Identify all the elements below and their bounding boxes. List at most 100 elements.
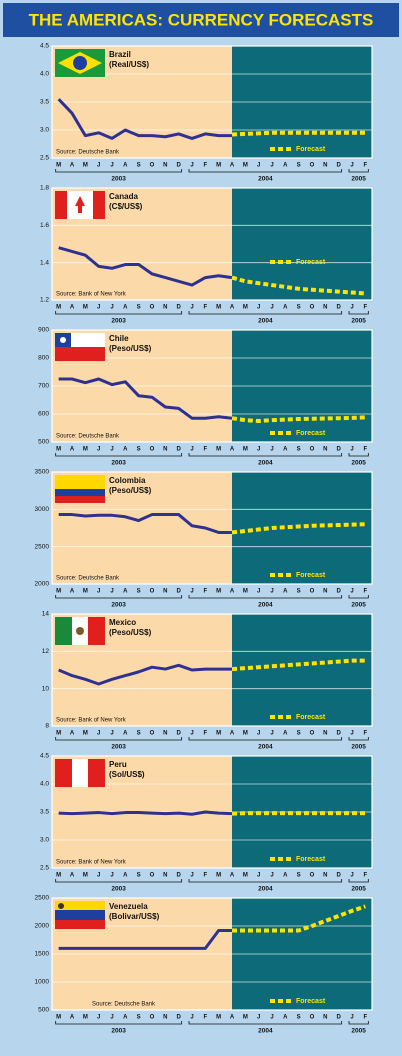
year-bracket <box>348 737 369 741</box>
history-line <box>58 246 233 287</box>
x-tick-label: J <box>110 163 113 169</box>
x-tick-label: M <box>216 731 221 737</box>
flag <box>60 337 66 343</box>
year-bracket <box>188 169 343 173</box>
y-tick-label: 4.5 <box>40 43 49 50</box>
x-tick-label: F <box>203 447 207 453</box>
x-tick-label: S <box>137 731 141 737</box>
y-tick-label: 2.5 <box>40 865 49 872</box>
x-tick-label: A <box>230 731 235 737</box>
x-tick-label: M <box>83 447 88 453</box>
x-tick-label: A <box>283 447 288 453</box>
flag <box>76 627 84 635</box>
flag <box>88 759 105 787</box>
x-tick-label: J <box>270 447 273 453</box>
x-tick-label: J <box>110 305 113 311</box>
x-tick-label: M <box>56 163 61 169</box>
x-tick-label: F <box>363 589 367 595</box>
legend-label: Forecast <box>296 998 326 1005</box>
x-tick-label: J <box>257 163 260 169</box>
x-tick-label: J <box>350 873 353 879</box>
x-tick-label: J <box>97 163 100 169</box>
flag <box>55 617 72 645</box>
x-tick-label: D <box>336 873 341 879</box>
y-tick-label: 4.5 <box>40 753 49 760</box>
x-tick-label: J <box>270 163 273 169</box>
x-tick-label: J <box>190 305 193 311</box>
x-tick-label: J <box>190 873 193 879</box>
x-tick-label: O <box>150 163 155 169</box>
source: Source: Deutsche Bank <box>92 1002 156 1008</box>
flag <box>55 489 105 496</box>
x-tick-label: M <box>216 305 221 311</box>
chart-panel: 2.5 3.0 3.5 4.0 4.5 Brazil(Real/US$) Source: D… <box>40 43 373 183</box>
flag <box>55 901 105 910</box>
year-bracket <box>348 453 369 457</box>
x-tick-label: O <box>150 1015 155 1021</box>
y-tick-label: 1.2 <box>40 297 49 304</box>
x-tick-label: J <box>110 731 113 737</box>
chart-panel: 500 600 700 800 900 Chile(Peso/US$) Source: De… <box>38 327 373 467</box>
units: (Bolivar/US$) <box>109 912 160 921</box>
year-bracket <box>55 1021 183 1025</box>
legend-label: Forecast <box>296 714 326 721</box>
x-tick-label: N <box>163 873 167 879</box>
x-tick-label: A <box>230 589 235 595</box>
x-tick-label: M <box>56 447 61 453</box>
y-tick-label: 2000 <box>35 923 50 930</box>
x-tick-label: A <box>123 1015 128 1021</box>
x-tick-label: F <box>363 163 367 169</box>
x-tick-label: O <box>150 447 155 453</box>
page-title: THE AMERICAS: CURRENCY FORECASTS <box>29 10 374 29</box>
y-tick-label: 800 <box>38 355 49 362</box>
year-label: 2004 <box>258 744 273 751</box>
x-tick-label: M <box>56 589 61 595</box>
forecast-region <box>232 472 372 584</box>
x-tick-label: J <box>190 163 193 169</box>
x-tick-label: D <box>176 163 181 169</box>
plot-border <box>51 187 373 301</box>
x-tick-label: D <box>336 589 341 595</box>
x-tick-label: O <box>310 447 315 453</box>
x-tick-label: M <box>216 873 221 879</box>
flag <box>55 347 105 361</box>
x-tick-label: M <box>243 589 248 595</box>
x-tick-label: J <box>97 873 100 879</box>
x-tick-label: A <box>123 163 128 169</box>
year-bracket <box>188 737 343 741</box>
y-tick-label: 4.0 <box>40 71 49 78</box>
x-tick-label: A <box>283 305 288 311</box>
x-tick-label: F <box>363 731 367 737</box>
units: (Peso/US$) <box>109 486 152 495</box>
x-tick-label: S <box>297 163 301 169</box>
y-tick-label: 1000 <box>35 979 50 986</box>
x-tick-label: N <box>323 873 327 879</box>
y-tick-label: 700 <box>38 383 49 390</box>
y-tick-label: 3500 <box>35 469 50 476</box>
year-bracket <box>55 453 183 457</box>
year-label: 2004 <box>258 1028 273 1035</box>
year-label: 2003 <box>111 460 126 467</box>
plot-border <box>51 613 373 727</box>
country-name: Chile <box>109 334 129 343</box>
year-label: 2003 <box>111 744 126 751</box>
flag <box>93 191 105 219</box>
x-tick-label: J <box>257 305 260 311</box>
x-tick-label: O <box>310 589 315 595</box>
history-line <box>58 928 232 950</box>
x-tick-label: A <box>70 163 75 169</box>
x-tick-label: F <box>363 873 367 879</box>
forecast-line <box>231 415 366 423</box>
chart-panel: 8 10 12 14 Mexico(Peso/US$) Source: Bank of N… <box>42 611 373 751</box>
year-bracket <box>188 879 343 883</box>
x-tick-label: J <box>270 1015 273 1021</box>
plot-border <box>51 329 373 443</box>
x-tick-label: A <box>230 873 235 879</box>
x-tick-label: D <box>176 305 181 311</box>
x-tick-label: M <box>56 873 61 879</box>
x-tick-label: M <box>83 305 88 311</box>
x-tick-label: M <box>56 731 61 737</box>
x-tick-label: J <box>270 873 273 879</box>
y-tick-label: 12 <box>42 648 50 655</box>
year-label: 2004 <box>258 886 273 893</box>
